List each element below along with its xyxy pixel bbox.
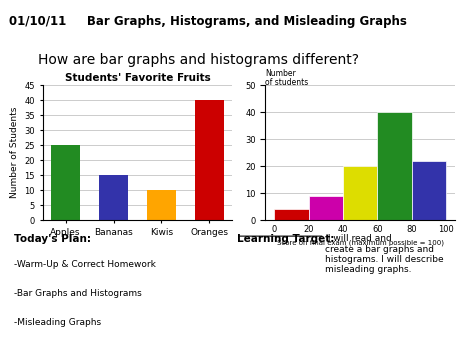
Bar <box>195 100 224 220</box>
X-axis label: Score on final exam (maximum possible = 100): Score on final exam (maximum possible = … <box>277 240 444 246</box>
Bar <box>51 145 80 220</box>
Bar <box>99 175 128 220</box>
Text: Number: Number <box>265 69 296 78</box>
Text: How are bar graphs and histograms different?: How are bar graphs and histograms differ… <box>38 53 359 67</box>
Bar <box>147 190 176 220</box>
Title: Students' Favorite Fruits: Students' Favorite Fruits <box>64 73 210 83</box>
Bar <box>309 196 343 220</box>
Bar <box>274 209 309 220</box>
Text: -Warm-Up & Correct Homework: -Warm-Up & Correct Homework <box>14 261 156 269</box>
Text: -Misleading Graphs: -Misleading Graphs <box>14 318 101 327</box>
Bar <box>412 161 447 220</box>
Text: 01/10/11     Bar Graphs, Histograms, and Misleading Graphs: 01/10/11 Bar Graphs, Histograms, and Mis… <box>9 15 407 28</box>
Bar <box>343 166 377 220</box>
Text: -Bar Graphs and Histograms: -Bar Graphs and Histograms <box>14 289 142 298</box>
Text: Today's Plan:: Today's Plan: <box>14 234 91 244</box>
Bar <box>377 112 412 220</box>
Text: I will read and
create a bar graphs and
histograms. I will describe
misleading g: I will read and create a bar graphs and … <box>325 234 443 274</box>
Text: of students: of students <box>265 78 309 87</box>
Y-axis label: Number of Students: Number of Students <box>10 107 19 198</box>
Text: Learning Target:: Learning Target: <box>237 234 334 244</box>
